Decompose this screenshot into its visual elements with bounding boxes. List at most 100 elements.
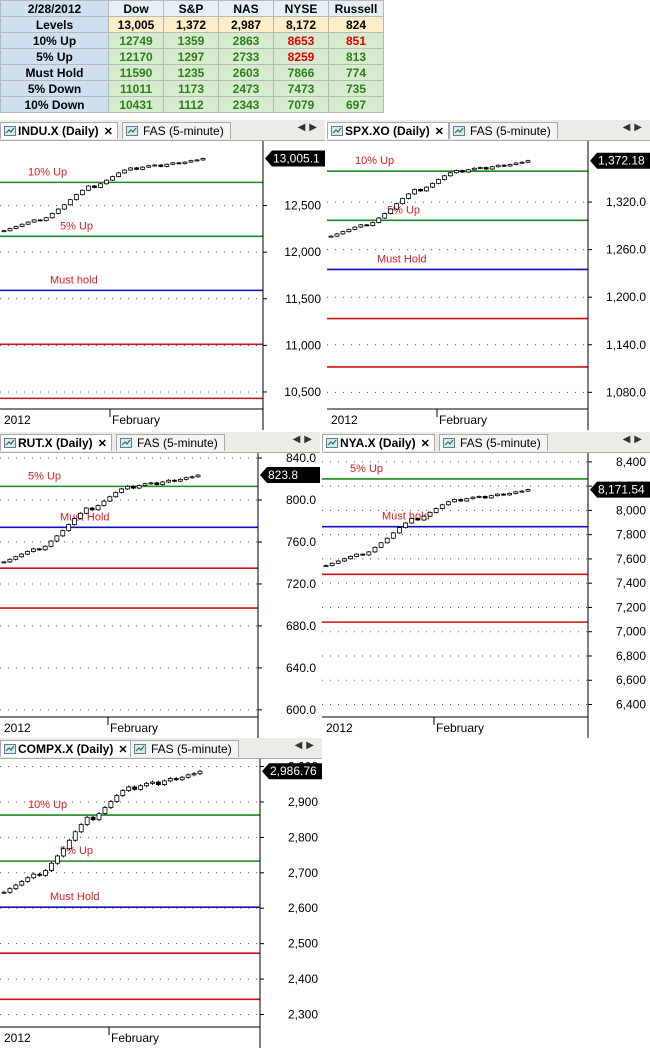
tab-fas-label: FAS (5-minute): [151, 742, 232, 756]
y-tick-label: 1,140.0: [606, 338, 646, 352]
candle: [360, 553, 366, 556]
candle: [384, 537, 390, 544]
candle: [525, 160, 531, 163]
candle: [501, 493, 506, 496]
price-flag-text: 8,171.54: [598, 483, 645, 497]
candle: [13, 226, 19, 229]
chart-panel-spx: SPX.XO (Daily) ✕ FAS (5-minute) ◀▶ 10% Up…: [327, 120, 650, 430]
tab-scroll-arrows[interactable]: ◀▶: [297, 122, 321, 133]
candle: [148, 482, 154, 485]
tab-fas[interactable]: FAS (5-minute): [116, 434, 225, 451]
candle: [37, 219, 43, 222]
x-tick-label: 2012: [4, 413, 31, 427]
candle: [19, 553, 25, 558]
close-icon[interactable]: ✕: [434, 126, 444, 138]
tab-fas[interactable]: FAS (5-minute): [449, 122, 558, 139]
candle: [397, 527, 402, 534]
candle: [427, 511, 433, 517]
y-tick-label: 7,800: [616, 528, 646, 542]
level-line-label: 10% Up: [28, 799, 67, 811]
candle: [507, 492, 513, 496]
candle: [488, 495, 494, 499]
candle: [128, 167, 134, 171]
candle: [382, 213, 388, 219]
tab-symbol[interactable]: RUT.X (Daily) ✕: [0, 434, 112, 451]
y-tick-label: 1,260.0: [606, 243, 646, 257]
candle: [183, 477, 189, 480]
close-icon[interactable]: ✕: [420, 438, 430, 450]
candle: [1, 230, 7, 233]
candle: [177, 478, 183, 482]
tab-scroll-arrows[interactable]: ◀▶: [294, 740, 318, 751]
y-tick-label: 1,320.0: [606, 195, 646, 209]
table-row: 10% Up 12749 1359 2863 8653 851: [0, 32, 384, 49]
tab-scroll-arrows[interactable]: ◀▶: [622, 434, 646, 445]
chart-tab-icon: [4, 438, 16, 448]
candle: [1, 891, 7, 894]
candle: [415, 518, 421, 521]
candle: [372, 546, 378, 553]
price-flag: [590, 152, 650, 169]
candle: [37, 873, 43, 876]
candle: [160, 481, 166, 486]
candle: [7, 558, 13, 563]
tab-symbol[interactable]: INDU.X (Daily) ✕: [0, 122, 118, 139]
tab-symbol[interactable]: NYA.X (Daily) ✕: [322, 434, 435, 451]
candle: [134, 167, 140, 170]
candle: [329, 562, 335, 566]
candle: [494, 493, 500, 497]
candle: [446, 501, 451, 506]
candle: [43, 217, 49, 222]
tab-symbol[interactable]: COMPX.X (Daily) ✕: [0, 740, 133, 757]
tab-fas-label: FAS (5-minute): [143, 124, 224, 138]
candle: [176, 162, 182, 165]
candle: [119, 488, 124, 493]
table-cell: 774: [328, 64, 384, 81]
price-flag-text: 1,372.18: [598, 154, 645, 168]
close-icon[interactable]: ✕: [103, 126, 113, 138]
levels-table: 2/28/2012 Dow S&P NAS NYSE Russell Level…: [0, 0, 384, 113]
y-tick-label: 600.0: [286, 703, 316, 717]
candle: [13, 884, 19, 890]
candle: [453, 170, 459, 174]
tab-bar: SPX.XO (Daily) ✕ FAS (5-minute) ◀▶: [327, 120, 650, 141]
close-icon[interactable]: ✕: [118, 744, 128, 756]
candle: [79, 189, 85, 196]
x-tick-label: February: [436, 721, 484, 735]
candle: [334, 233, 340, 237]
y-tick-label: 8,400: [616, 455, 646, 469]
candle: [166, 479, 172, 483]
candle: [340, 231, 346, 235]
tab-scroll-arrows[interactable]: ◀▶: [622, 122, 646, 133]
candle: [476, 496, 482, 498]
tab-scroll-arrows[interactable]: ◀▶: [292, 434, 316, 445]
candle: [483, 167, 489, 170]
candle: [31, 219, 37, 223]
candle: [125, 485, 130, 490]
candle: [30, 548, 36, 552]
table-cell: 8,172: [273, 16, 329, 33]
candle: [101, 500, 107, 506]
close-icon[interactable]: ✕: [97, 438, 107, 450]
y-tick-label: 12,000: [284, 245, 321, 259]
candle: [144, 782, 149, 787]
tab-fas[interactable]: FAS (5-minute): [130, 740, 239, 757]
candle: [54, 535, 60, 542]
table-cell: 13,005: [108, 16, 164, 33]
tab-fas[interactable]: FAS (5-minute): [439, 434, 548, 451]
level-line-label: 5% Up: [350, 463, 383, 475]
tab-symbol[interactable]: SPX.XO (Daily) ✕: [327, 122, 449, 139]
candle: [83, 507, 89, 514]
chart-tab-icon: [326, 438, 338, 448]
table-row: Must Hold 11590 1235 2603 7866 774: [0, 64, 384, 81]
candle: [66, 524, 72, 532]
table-cell: 7079: [273, 96, 329, 113]
candle: [25, 877, 31, 882]
table-cell: 735: [328, 80, 384, 97]
y-tick-label: 720.0: [286, 577, 316, 591]
tab-fas[interactable]: FAS (5-minute): [122, 122, 231, 139]
table-cell: 2863: [218, 32, 274, 49]
tab-bar: NYA.X (Daily) ✕ FAS (5-minute) ◀▶: [322, 432, 650, 453]
